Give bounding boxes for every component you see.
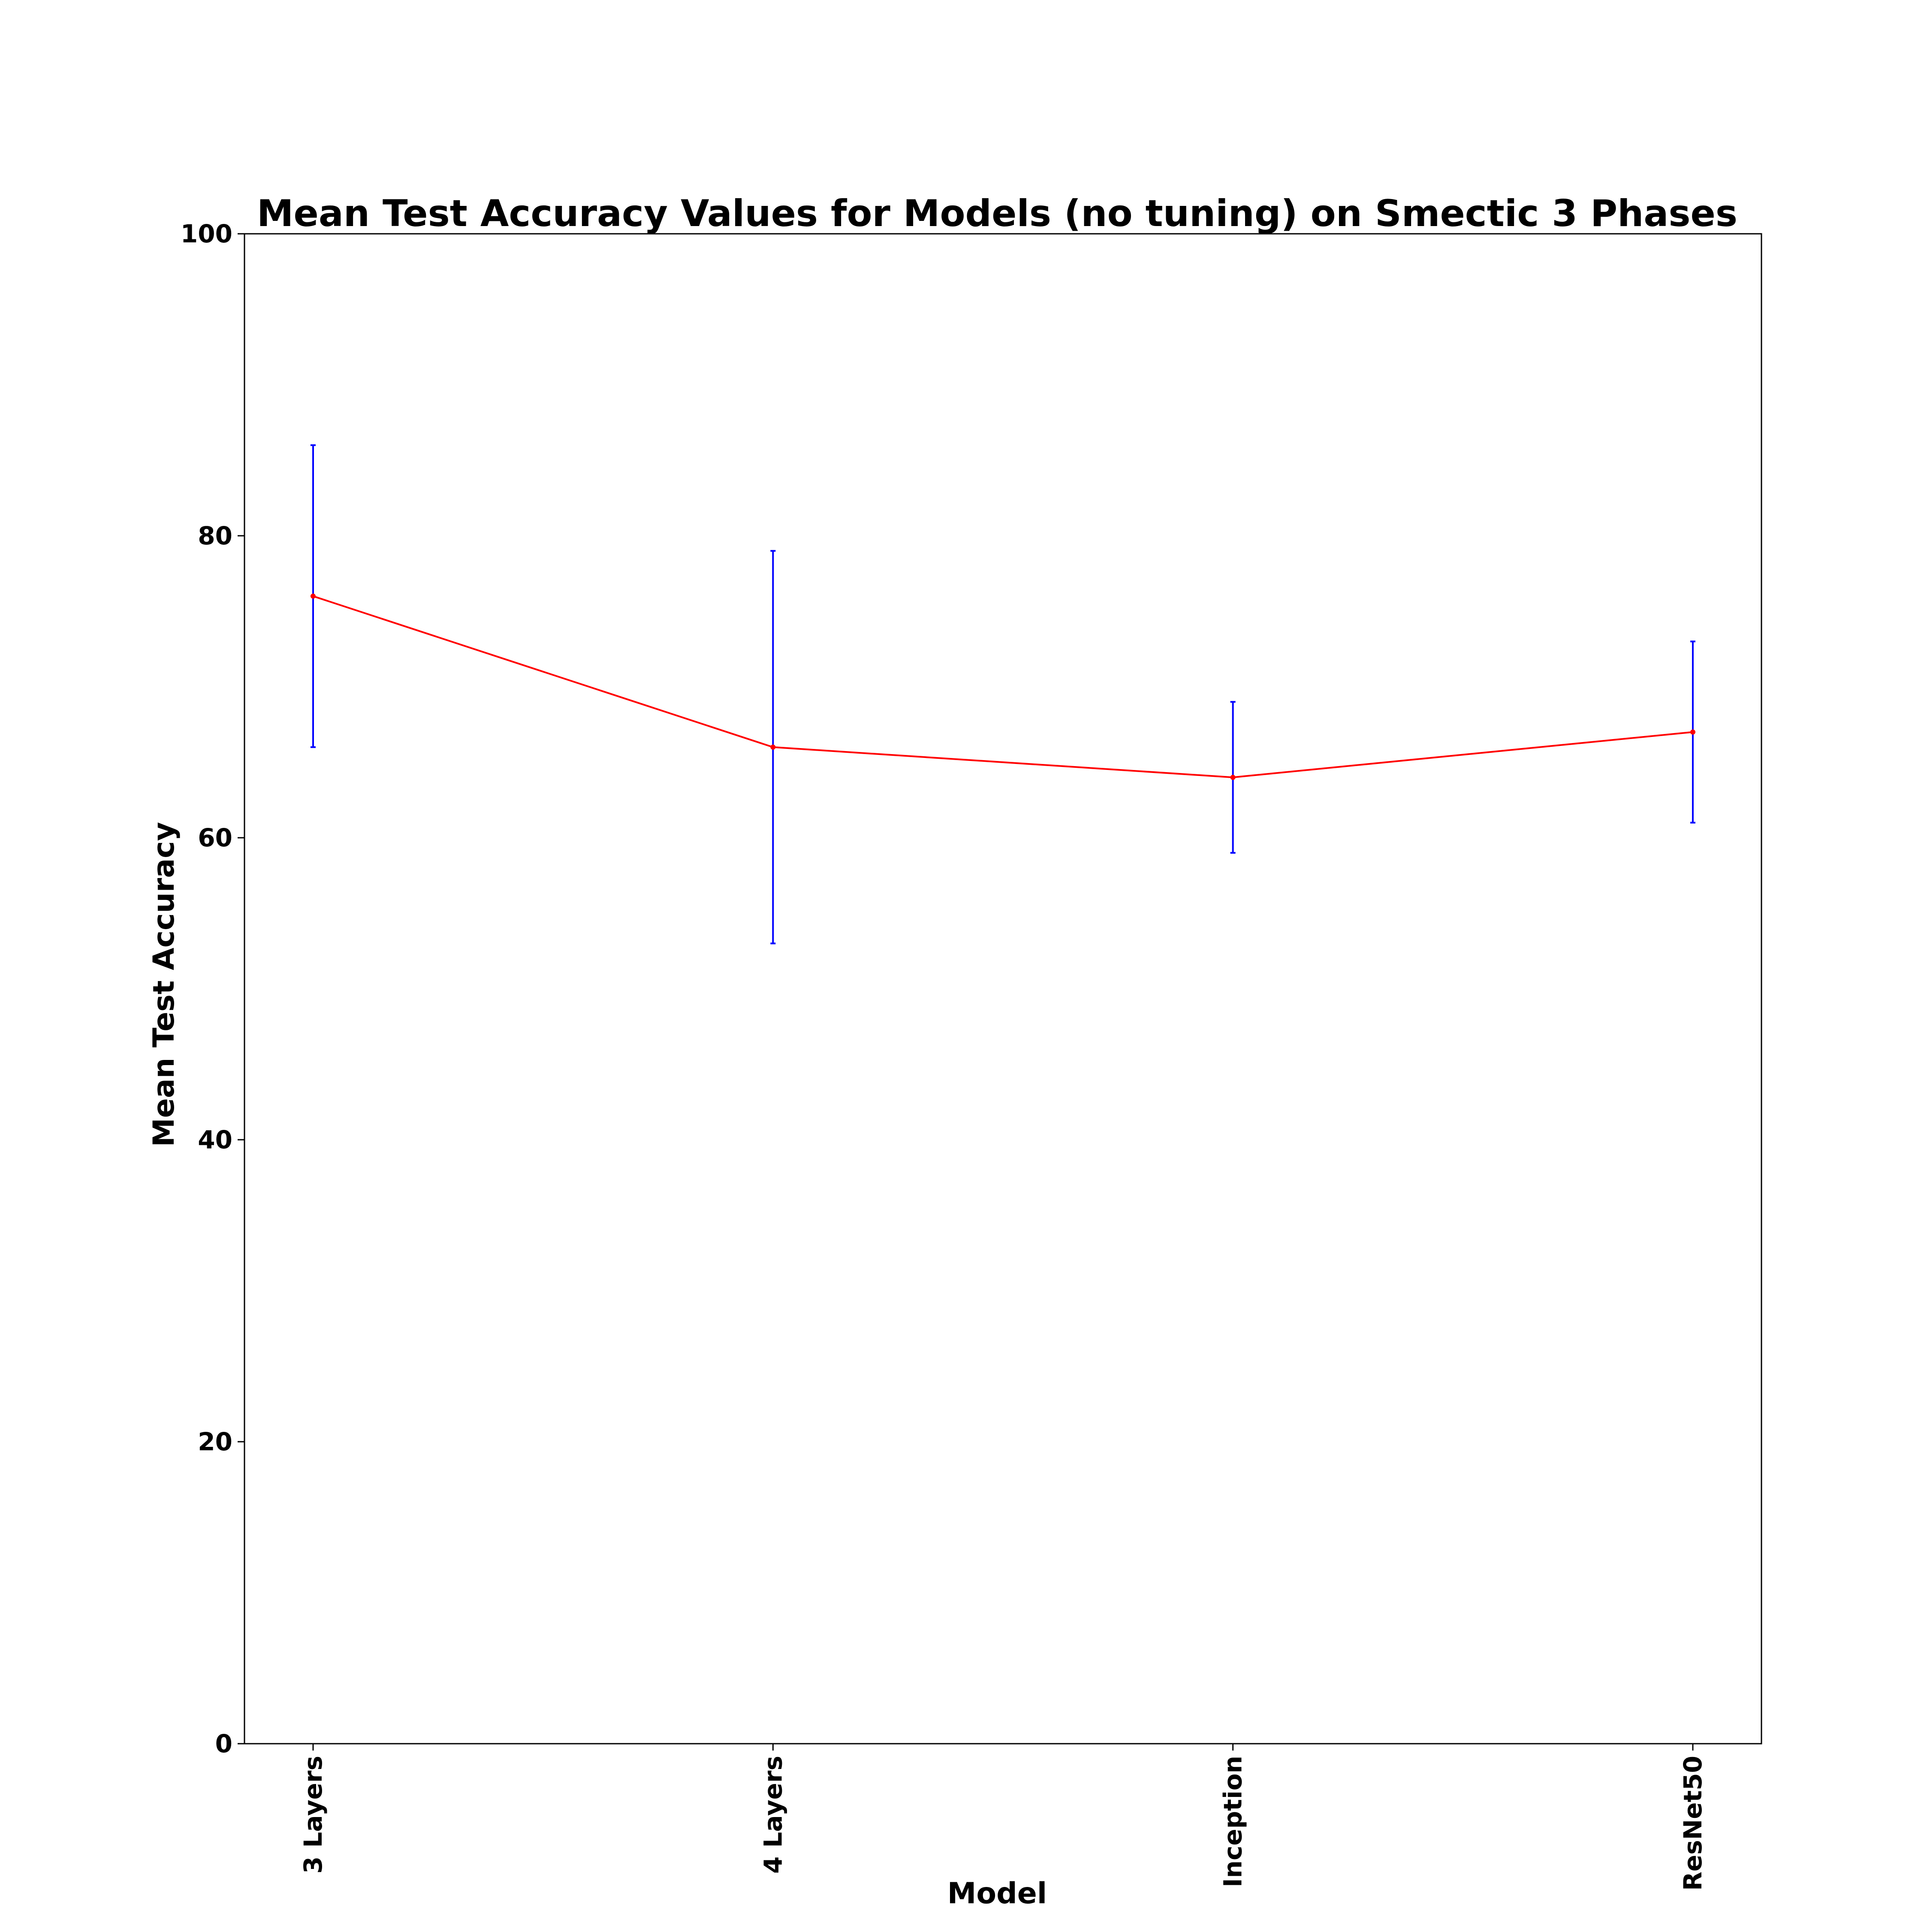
plot-area <box>244 233 1762 1745</box>
y-tick-label: 20 <box>198 1427 232 1456</box>
plot-frame <box>244 233 1762 1745</box>
y-axis-title: Mean Test Accuracy <box>147 822 181 1147</box>
y-axis: 0 20 40 60 80 100 <box>181 219 244 1758</box>
x-axis-title: Model <box>947 1877 1047 1911</box>
data-point <box>1230 775 1236 780</box>
x-tick-label: 4 Layers <box>758 1756 787 1874</box>
x-tick-label: ResNet50 <box>1678 1756 1707 1891</box>
series-line <box>313 595 1693 779</box>
data-point <box>770 744 776 750</box>
y-tick-label: 60 <box>198 823 232 852</box>
chart-title: Mean Test Accuracy Values for Models (no… <box>257 192 1737 235</box>
y-tick-label: 40 <box>198 1125 232 1154</box>
x-tick-label: Inception <box>1218 1756 1248 1887</box>
data-point <box>311 593 316 599</box>
y-tick-label: 0 <box>215 1729 232 1758</box>
x-axis: 3 Layers 4 Layers Inception ResNet50 <box>299 1744 1707 1891</box>
x-tick-label: 3 Layers <box>299 1756 328 1874</box>
y-tick-label: 80 <box>198 521 232 550</box>
data-point <box>1690 729 1695 735</box>
y-tick-label: 100 <box>181 219 232 248</box>
